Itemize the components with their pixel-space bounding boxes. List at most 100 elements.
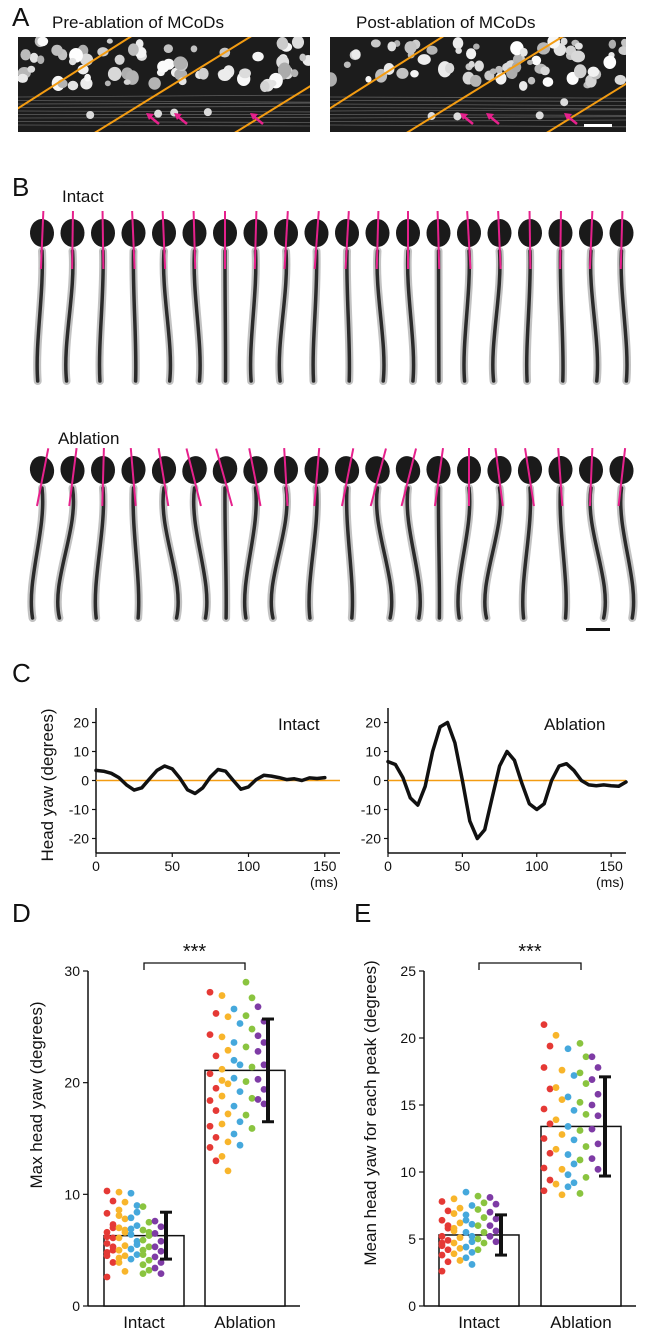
data-point bbox=[546, 1120, 554, 1128]
data-point bbox=[145, 1218, 153, 1226]
data-point bbox=[486, 1208, 494, 1216]
data-point bbox=[103, 1233, 111, 1241]
larva-head bbox=[609, 456, 634, 484]
data-point bbox=[139, 1270, 147, 1278]
significance-stars: *** bbox=[183, 941, 207, 963]
larva-frame bbox=[121, 210, 146, 385]
data-point bbox=[212, 1133, 220, 1141]
head-midline bbox=[528, 210, 532, 270]
neuron-cell bbox=[469, 74, 482, 87]
data-point bbox=[576, 1190, 584, 1197]
larva-frame bbox=[426, 210, 451, 385]
data-point bbox=[230, 1130, 238, 1138]
data-point bbox=[145, 1256, 153, 1264]
data-point bbox=[206, 1144, 214, 1151]
data-point bbox=[588, 1125, 596, 1133]
neuron-cell bbox=[18, 73, 29, 83]
data-point bbox=[450, 1250, 458, 1258]
data-point bbox=[157, 1270, 165, 1278]
neuron-cell bbox=[365, 75, 372, 83]
neuron-cell bbox=[276, 37, 289, 50]
head-midline bbox=[253, 210, 258, 270]
pre-ablation-micrograph bbox=[18, 37, 310, 132]
data-point bbox=[127, 1225, 135, 1233]
data-point bbox=[212, 1107, 220, 1114]
neuron-cell bbox=[603, 55, 617, 69]
head-midline bbox=[559, 210, 562, 270]
larva-frame bbox=[426, 448, 451, 622]
data-point bbox=[145, 1266, 153, 1274]
mean-peak-yaw-bar-chart: 0 5 10 15 20 25 Intact Ablation *** bbox=[400, 941, 636, 1330]
y-tick-label: -10 bbox=[361, 802, 381, 818]
data-point bbox=[474, 1246, 482, 1254]
data-point bbox=[540, 1164, 548, 1172]
neuron-cell bbox=[396, 67, 409, 79]
larva-tail bbox=[242, 486, 258, 620]
larva-frame bbox=[609, 447, 638, 622]
larva-frame bbox=[304, 210, 329, 385]
neuron-cell bbox=[104, 80, 111, 87]
data-point bbox=[594, 1064, 602, 1071]
data-point bbox=[151, 1217, 159, 1225]
magenta-arrow-head bbox=[564, 113, 572, 120]
neuron-cell bbox=[299, 53, 307, 62]
larva-frame bbox=[334, 210, 360, 385]
neuron-cell bbox=[587, 66, 600, 78]
data-point bbox=[576, 1039, 584, 1047]
head-midline bbox=[101, 447, 105, 507]
larva-tail bbox=[345, 249, 352, 383]
head-midline bbox=[400, 448, 418, 507]
data-point bbox=[260, 1039, 268, 1046]
head-midline bbox=[185, 448, 202, 507]
ablation-larva-sequence bbox=[27, 447, 638, 622]
data-point bbox=[564, 1093, 572, 1101]
neuron-cell bbox=[455, 47, 462, 54]
data-point bbox=[236, 1088, 244, 1095]
data-point bbox=[588, 1155, 596, 1162]
data-point bbox=[594, 1165, 602, 1173]
y-tick-label: 0 bbox=[408, 1298, 416, 1314]
data-point bbox=[486, 1232, 494, 1240]
scale-bar-a bbox=[584, 124, 612, 127]
larva-frame bbox=[487, 210, 512, 385]
neuron-cell bbox=[531, 55, 542, 66]
head-midline bbox=[39, 210, 45, 270]
orange-guide-line bbox=[546, 82, 626, 132]
y-tick-label: 10 bbox=[73, 744, 89, 760]
data-point bbox=[218, 992, 226, 999]
magenta-arrow-head bbox=[460, 113, 468, 120]
larva-tail bbox=[483, 486, 503, 620]
larva-frame bbox=[182, 210, 207, 385]
data-point bbox=[582, 1143, 590, 1150]
larva-frame bbox=[548, 210, 573, 385]
larva-frame bbox=[27, 448, 55, 622]
neuron-cell bbox=[27, 65, 36, 73]
data-point bbox=[236, 1020, 244, 1027]
data-point bbox=[570, 1106, 578, 1114]
neuron-cell bbox=[29, 52, 39, 63]
data-point bbox=[576, 1069, 584, 1077]
data-point bbox=[462, 1216, 470, 1224]
larva-frame bbox=[182, 448, 211, 622]
head-midline bbox=[436, 210, 441, 270]
data-point bbox=[558, 1066, 566, 1074]
data-point bbox=[224, 1167, 232, 1175]
x-tick-label: 100 bbox=[237, 858, 261, 874]
neuron-cell bbox=[387, 41, 397, 52]
data-point bbox=[492, 1200, 500, 1208]
data-point bbox=[248, 1125, 256, 1132]
data-point bbox=[540, 1135, 548, 1142]
trace-title: Intact bbox=[278, 715, 320, 734]
data-point bbox=[115, 1234, 123, 1242]
data-point bbox=[242, 1111, 250, 1119]
data-point bbox=[236, 1141, 244, 1149]
larva-frame bbox=[578, 210, 604, 385]
larva-tail bbox=[558, 486, 568, 620]
neuron-cell bbox=[277, 62, 292, 79]
data-point bbox=[552, 1084, 560, 1091]
larva-frame bbox=[90, 210, 116, 385]
data-point bbox=[462, 1188, 470, 1196]
data-point bbox=[151, 1253, 159, 1261]
neuron-cell bbox=[203, 108, 212, 117]
orange-guide-line bbox=[94, 37, 252, 132]
